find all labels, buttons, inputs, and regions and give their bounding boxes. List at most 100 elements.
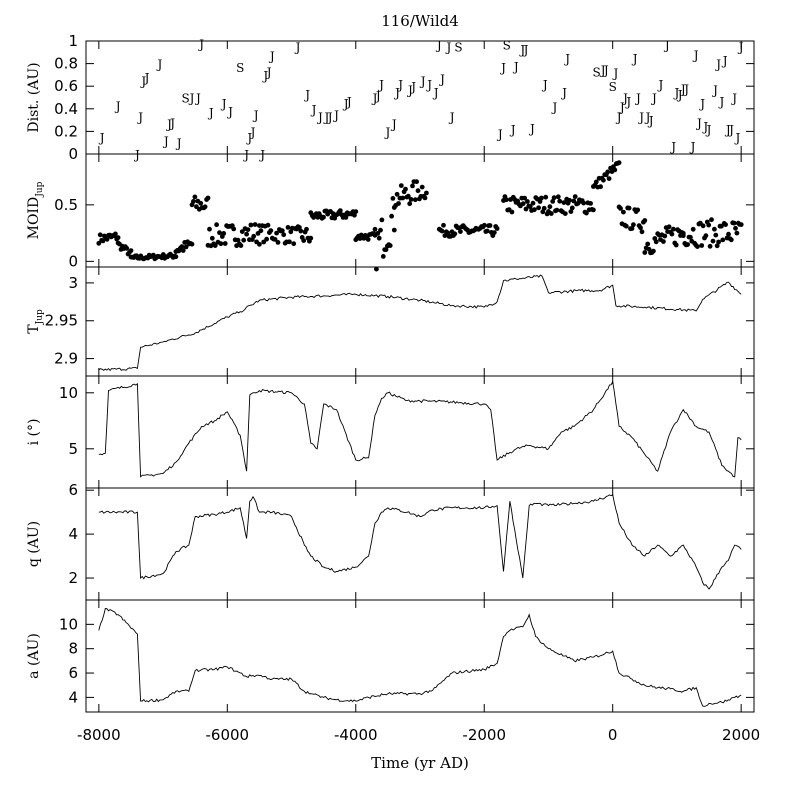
moid-point: [700, 223, 706, 229]
encounter-jupiter: J: [631, 52, 638, 66]
encounter-jupiter: J: [425, 78, 432, 92]
moid-point: [629, 226, 635, 231]
encounter-jupiter: J: [563, 52, 570, 66]
moid-point: [390, 196, 396, 201]
encounter-jupiter: J: [419, 75, 426, 89]
panel-q: 2 4 6 q (AU): [26, 481, 755, 601]
moid-point: [285, 225, 291, 230]
encounter-jupiter: J: [432, 86, 439, 100]
moid-point: [301, 238, 307, 244]
moid-point: [304, 226, 309, 232]
ytick-label-dist: 0: [68, 145, 78, 163]
ytick-label-dist: 0.6: [54, 77, 78, 95]
moid-point: [523, 206, 529, 212]
ytick-label-a: 6: [68, 664, 78, 682]
moid-point: [623, 223, 629, 229]
encounter-jupiter: J: [701, 120, 708, 134]
moid-point: [543, 194, 549, 200]
moid-point: [726, 231, 731, 237]
moid-point: [734, 230, 740, 236]
encounter-jupiter: J: [220, 97, 227, 111]
encounter-jupiter: J: [637, 111, 644, 125]
ytick-label-a: 10: [59, 615, 78, 633]
encounter-jupiter: J: [550, 101, 557, 115]
moid-point: [591, 207, 596, 213]
moid-point: [439, 228, 445, 234]
encounter-jupiter: J: [647, 114, 654, 128]
moid-point: [415, 188, 421, 194]
moid-point: [530, 200, 536, 206]
moid-point: [128, 248, 134, 254]
encounter-jupiter: J: [162, 134, 169, 148]
encounter-jupiter: J: [615, 111, 622, 125]
moid-point: [709, 217, 714, 223]
encounter-jupiter: J: [207, 106, 214, 120]
moid-point: [690, 226, 696, 232]
moid-point: [484, 228, 490, 234]
moid-point: [191, 199, 196, 204]
moid-point: [104, 236, 110, 242]
encounter-jupiter: J: [406, 84, 413, 98]
encounter-jupiter: J: [143, 71, 150, 85]
encounter-jupiter: J: [611, 67, 618, 81]
panel-incl: 5 10 i (°): [26, 375, 755, 489]
moid-point: [666, 224, 672, 230]
ytick-label-dist: 0.8: [54, 55, 78, 73]
moid-point: [239, 229, 245, 235]
encounter-jupiter: J: [136, 111, 143, 125]
encounter-jupiter: J: [560, 86, 567, 100]
ylabel-subscript-tjup: Jup: [35, 309, 45, 325]
encounter-jupiter: J: [322, 111, 329, 125]
moid-point: [97, 232, 103, 238]
moid-point: [532, 207, 537, 213]
encounter-jupiter: J: [383, 125, 390, 139]
encounter-jupiter: J: [695, 116, 702, 130]
encounter-jupiter: J: [724, 123, 731, 137]
moid-point: [412, 197, 418, 203]
moid-point: [257, 241, 262, 247]
encounter-jupiter: J: [599, 63, 606, 77]
moid-point: [298, 228, 304, 234]
xtick-label: -4000: [334, 726, 378, 744]
moid-point: [389, 213, 394, 219]
moid-point: [699, 243, 705, 248]
moid-point: [352, 212, 357, 218]
moid-point: [631, 222, 636, 228]
ylabel-q: q (AU): [26, 521, 42, 567]
moid-point: [635, 207, 641, 213]
moid-point: [287, 239, 292, 245]
moid-point: [593, 179, 599, 185]
encounter-jupiter: J: [663, 38, 670, 52]
moid-point: [662, 233, 668, 239]
moid-point: [584, 210, 589, 216]
moid-point: [680, 230, 686, 236]
moid-point: [707, 243, 713, 249]
encounter-jupiter: J: [528, 122, 535, 136]
moid-point: [452, 231, 458, 237]
moid-point: [539, 195, 544, 201]
moid-point: [562, 211, 568, 217]
encounter-jupiter: J: [714, 58, 721, 72]
moid-point: [661, 239, 666, 244]
moid-point: [714, 243, 720, 249]
encounter-jupiter: J: [672, 86, 679, 100]
moid-point: [221, 231, 227, 236]
encounter-jupiter: J: [669, 140, 676, 154]
moid-point: [214, 222, 220, 228]
moid-point: [374, 266, 379, 272]
moid-point: [400, 195, 406, 201]
ytick-label-dist: 0.4: [54, 100, 78, 118]
encounter-jupiter: J: [345, 95, 352, 109]
moid-point: [231, 226, 237, 232]
encounter-jupiter: J: [644, 111, 651, 125]
moid-point: [398, 183, 404, 189]
moid-point: [281, 232, 287, 238]
xtick-label: 2000: [722, 726, 760, 744]
moid-point: [410, 183, 415, 189]
encounter-jupiter: J: [624, 95, 631, 109]
moid-point: [572, 194, 578, 200]
moid-point: [494, 226, 500, 231]
encounter-jupiter: J: [175, 137, 182, 151]
moid-point: [547, 204, 553, 210]
